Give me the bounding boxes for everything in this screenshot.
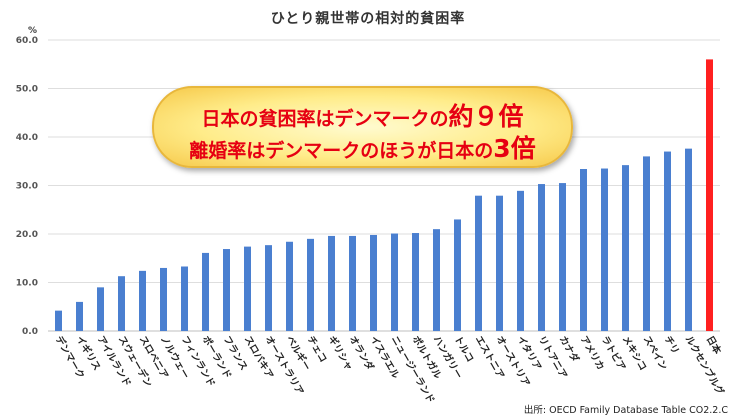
- bar: [370, 234, 377, 331]
- y-tick-label: 10.0: [16, 279, 38, 289]
- bar: [286, 241, 293, 331]
- bar: [181, 266, 188, 331]
- y-tick-label: 0.0: [22, 327, 38, 337]
- callout-line-1-emphasis: 約９倍: [448, 102, 524, 131]
- bar: [475, 195, 482, 331]
- bar: [76, 301, 83, 331]
- y-tick-labels: 0.0 10.0 20.0 30.0 40.0 50.0 60.0: [16, 36, 38, 337]
- callout-line-2-emphasis: 3倍: [493, 134, 536, 163]
- x-tick-label: チリ: [662, 334, 681, 356]
- y-tick-label: 50.0: [16, 85, 38, 95]
- bar: [118, 276, 125, 331]
- bar: [328, 235, 335, 331]
- bars: [55, 59, 713, 332]
- bar: [160, 267, 167, 331]
- bar: [580, 169, 587, 331]
- bar: [433, 229, 440, 331]
- bar: [601, 168, 608, 331]
- x-tick-labels: デンマークイギリスアイルランドスウェーデンスロベニアノルウェーフィンランドポーラ…: [53, 334, 727, 406]
- bar: [391, 233, 398, 331]
- x-tick-label: 日本: [704, 334, 724, 357]
- bar: [454, 219, 461, 331]
- bar: [349, 235, 356, 331]
- source-note: 出所: OECD Family Database Table CO2.2.C: [523, 405, 728, 416]
- bar: [97, 287, 104, 331]
- bar: [223, 249, 230, 331]
- bar: [412, 233, 419, 331]
- bar: [307, 238, 314, 331]
- y-tick-label: 60.0: [16, 36, 38, 46]
- bar: [139, 270, 146, 331]
- bar: [664, 151, 671, 331]
- bar: [559, 183, 566, 331]
- callout-line-2: 離婚率はデンマークのほうが日本の3倍: [154, 129, 571, 165]
- y-tick-label: 40.0: [16, 133, 38, 143]
- bar: [643, 156, 650, 331]
- bar: [244, 246, 251, 331]
- y-tick-label: 20.0: [16, 230, 38, 240]
- bar: [517, 190, 524, 331]
- callout-line-1: 日本の貧困率はデンマークの約９倍: [154, 97, 571, 133]
- chart-title: ひとり親世帯の相対的貧困率: [270, 11, 466, 27]
- annotation-callout: 日本の貧困率はデンマークの約９倍 離婚率はデンマークのほうが日本の3倍: [152, 86, 573, 168]
- bar: [706, 59, 713, 332]
- bar: [685, 148, 692, 331]
- bar: [55, 310, 62, 331]
- callout-line-2-text: 離婚率はデンマークのほうが日本の: [189, 140, 494, 162]
- callout-line-1-text: 日本の貧困率はデンマークの: [201, 108, 449, 130]
- bar: [538, 184, 545, 331]
- x-tick-label: ルクセンブルグ: [683, 334, 727, 398]
- y-axis-label: %: [28, 26, 37, 36]
- gridlines: [48, 39, 720, 332]
- bar: [202, 252, 209, 331]
- bar: [496, 195, 503, 331]
- bar: [265, 245, 272, 331]
- y-tick-label: 30.0: [16, 182, 38, 192]
- bar: [622, 165, 629, 331]
